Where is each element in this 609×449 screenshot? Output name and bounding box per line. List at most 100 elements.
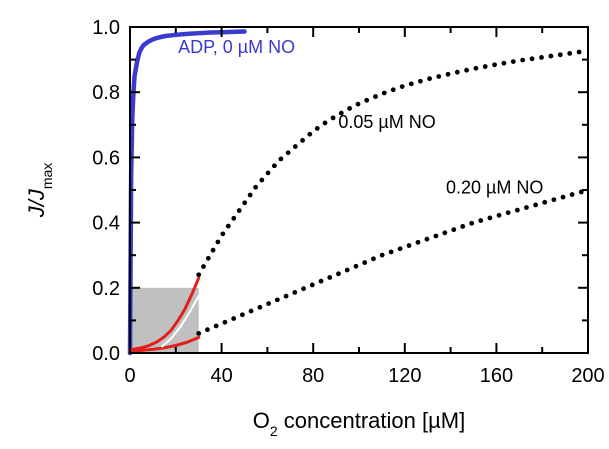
- series-point: [548, 53, 554, 59]
- series-point: [248, 308, 254, 314]
- y-tick-label: 0.0: [92, 343, 120, 365]
- series-point: [399, 84, 405, 90]
- x-tick-label: 0: [124, 365, 135, 387]
- series-point: [210, 247, 216, 253]
- y-tick-label: 0.8: [92, 82, 120, 104]
- series-point: [271, 163, 277, 169]
- series-point: [266, 301, 271, 306]
- series-point: [379, 252, 385, 258]
- series-point: [496, 212, 502, 218]
- series-4-line: [128, 276, 201, 352]
- x-tick-label: 200: [571, 365, 604, 387]
- series-point: [196, 272, 202, 278]
- series-point: [344, 267, 350, 273]
- series-point: [283, 293, 289, 299]
- y-axis-title: J/Jmax: [24, 163, 55, 219]
- series-point: [454, 69, 460, 75]
- series-point: [285, 150, 291, 156]
- series-point: [417, 78, 423, 84]
- series-point: [309, 282, 315, 288]
- series-point: [292, 144, 298, 149]
- series-point: [487, 215, 493, 221]
- x-tick-label: 40: [210, 365, 232, 387]
- series-point: [567, 51, 573, 56]
- series-point: [424, 236, 430, 242]
- series-point: [353, 263, 359, 269]
- series-point: [557, 52, 563, 58]
- series-point: [347, 106, 352, 111]
- series-point: [355, 101, 361, 107]
- series-5-line: [128, 335, 201, 353]
- series-point: [482, 64, 488, 69]
- series-point: [300, 137, 305, 143]
- series-point: [460, 224, 466, 229]
- series-point: [314, 126, 320, 131]
- series-point: [196, 331, 202, 336]
- series-6-line: [161, 294, 200, 348]
- series-point: [242, 200, 248, 206]
- series-point: [220, 231, 226, 237]
- series-point: [373, 94, 378, 99]
- series-point: [247, 192, 253, 198]
- series-point: [205, 255, 211, 261]
- series-point: [362, 260, 368, 265]
- series-point: [222, 319, 228, 325]
- series-point: [436, 74, 442, 79]
- series-point: [257, 304, 263, 310]
- series-point: [415, 239, 421, 245]
- series-point: [510, 59, 516, 65]
- series-point: [213, 323, 219, 329]
- x-tick-label: 120: [388, 365, 421, 387]
- y-tick-label: 1.0: [92, 17, 120, 39]
- series-point: [505, 210, 511, 216]
- series-point: [259, 177, 265, 183]
- series-point: [225, 223, 231, 229]
- x-axis-title: O2 concentration [µM]: [253, 408, 465, 439]
- y-tick-label: 0.2: [92, 278, 120, 300]
- series-point: [330, 115, 336, 121]
- x-tick-label: 80: [302, 365, 324, 387]
- series-1-line: [127, 29, 247, 356]
- series-3-dots: [196, 189, 584, 336]
- series-point: [445, 71, 451, 77]
- series-point: [336, 271, 341, 277]
- plot-area: [127, 29, 584, 356]
- series-point: [406, 243, 412, 248]
- series-point: [539, 55, 544, 60]
- y-tick-label: 0.6: [92, 147, 120, 169]
- series-point: [239, 312, 245, 318]
- series-point: [201, 264, 206, 269]
- series-point: [533, 202, 538, 208]
- series-point: [529, 56, 535, 62]
- series-point: [278, 156, 284, 162]
- series-point: [322, 120, 328, 126]
- series-point: [371, 256, 376, 262]
- series-point: [514, 207, 520, 213]
- series-point: [451, 227, 457, 233]
- series-point: [307, 131, 313, 137]
- series-2-dots: [196, 49, 582, 278]
- series-point: [427, 76, 432, 82]
- series-point: [292, 289, 298, 295]
- series-point: [338, 110, 344, 116]
- series-annotation: 0.05 µM NO: [338, 112, 435, 132]
- series-point: [301, 286, 306, 292]
- series-point: [408, 81, 414, 87]
- series-point: [469, 220, 475, 226]
- series-point: [478, 218, 484, 223]
- series-point: [253, 184, 259, 190]
- series-point: [492, 62, 497, 68]
- series-point: [576, 49, 582, 55]
- series-point: [236, 208, 242, 213]
- series-point: [464, 67, 469, 73]
- labels: 0 40 80 120 160 200 0.0 0.2 0.4 0.6 0.8 1.0 ADP, 0 µ…: [24, 17, 605, 439]
- x-tick-label: 160: [480, 365, 513, 387]
- series-point: [524, 205, 529, 210]
- series-point: [318, 278, 324, 284]
- series-point: [381, 90, 387, 96]
- axes: [129, 26, 589, 354]
- series-point: [327, 275, 333, 280]
- series-point: [231, 215, 237, 221]
- series-point: [390, 87, 396, 93]
